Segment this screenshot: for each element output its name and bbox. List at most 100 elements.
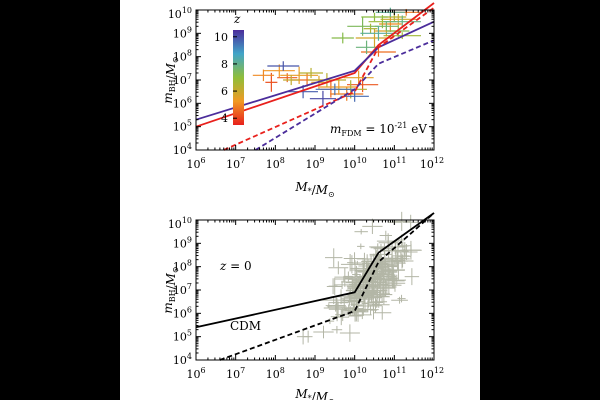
bottom-dashed-line <box>219 212 435 361</box>
redshift-annotation: z = 0 <box>219 259 252 273</box>
top-x-tick-label: 109 <box>305 156 324 171</box>
bottom-data-point <box>379 230 392 241</box>
bottom-data-point <box>339 324 360 342</box>
bottom-data-point <box>352 260 363 266</box>
top-data-point <box>267 61 300 71</box>
colorbar-ticks: 4 6 8 10 <box>214 31 237 125</box>
bottom-model-lines <box>195 212 435 361</box>
bottom-data-point <box>328 278 338 295</box>
top-data-point <box>355 40 378 55</box>
top-data-point <box>309 90 337 107</box>
cdm-line-label: CDM <box>230 319 261 333</box>
bottom-x-tick-label: 106 <box>186 366 205 381</box>
top-panel: 106 107 108 109 1010 1011 10121041051061071081… <box>161 2 444 199</box>
bottom-data-point <box>343 271 354 282</box>
bottom-data-point <box>369 290 390 303</box>
bottom-data-point <box>361 281 386 300</box>
bottom-data-point <box>347 253 354 272</box>
top-data-point <box>265 72 278 92</box>
top-x-tick-label: 106 <box>186 156 205 171</box>
bottom-data-point <box>371 303 383 308</box>
top-x-tick-label: 108 <box>266 156 285 171</box>
bottom-data-point <box>350 265 363 275</box>
figure: 106 107 108 109 1010 1011 1012 104 105 106 107 108 1… <box>120 0 480 400</box>
top-y-tick-label: 104 <box>173 142 192 157</box>
bottom-data-point <box>354 228 368 235</box>
figure-canvas: 106 107 108 109 1010 1011 10121041051061071081… <box>161 2 444 400</box>
bottom-data-points <box>296 211 422 345</box>
top-data-point <box>380 14 417 25</box>
bottom-x-tick-label: 108 <box>266 366 285 381</box>
top-x-tick-label: 107 <box>226 156 245 171</box>
bottom-y-axis-title: mBH/M⊙ <box>161 266 180 313</box>
top-data-point <box>361 12 388 22</box>
bottom-data-point <box>356 308 369 314</box>
bottom-data-point <box>356 252 373 266</box>
bottom-y-tick-label: 105 <box>173 329 192 344</box>
bottom-data-point <box>397 241 409 251</box>
top-model-lines <box>195 2 435 151</box>
bottom-y-tick-label: 106 <box>173 305 192 320</box>
top-x-tick-label: 1010 <box>343 156 367 171</box>
bottom-data-point <box>370 243 385 253</box>
bottom-data-point <box>373 278 397 296</box>
bottom-data-point <box>313 325 334 339</box>
top-data-point <box>383 15 421 28</box>
bottom-data-point <box>366 252 390 271</box>
top-colorbar: z 4 6 8 10 <box>214 12 244 125</box>
top-data-point <box>280 66 319 84</box>
bottom-panel: 106 107 108 109 1010 1011 10121041051061071081… <box>161 211 444 400</box>
top-data-point <box>315 83 354 96</box>
bottom-data-point <box>395 244 418 261</box>
colorbar-tick-label: 8 <box>221 58 228 71</box>
bottom-data-point <box>367 277 378 295</box>
bottom-data-point <box>362 218 383 235</box>
top-x-tick-label: 1011 <box>382 156 406 171</box>
bottom-data-point <box>350 295 358 315</box>
bottom-x-axis-title: M*/M⊙ <box>294 387 334 400</box>
fdm-mass-annotation: mFDM = 10-21 eV <box>330 121 427 138</box>
bottom-data-point <box>327 299 346 312</box>
bottom-data-point <box>373 292 382 304</box>
top-y-axis-title: mBH/M⊙ <box>161 56 180 103</box>
bottom-data-point <box>325 248 343 268</box>
bottom-data-point <box>389 271 397 283</box>
bottom-data-point <box>385 250 407 266</box>
colorbar-tick-label: 10 <box>214 31 228 44</box>
bottom-data-point <box>387 242 409 260</box>
bottom-data-point <box>397 294 406 303</box>
top-dashed-line <box>255 39 435 151</box>
top-data-point <box>319 79 358 95</box>
bottom-data-point <box>393 211 411 231</box>
top-data-point <box>252 69 275 82</box>
bottom-y-tick-label: 104 <box>173 352 192 367</box>
top-dashed-line <box>223 6 435 151</box>
bottom-data-point <box>397 248 411 264</box>
colorbar-gradient <box>233 30 244 125</box>
top-y-tick-label: 1010 <box>168 6 192 21</box>
bottom-data-point <box>372 275 394 295</box>
top-data-points <box>252 7 423 107</box>
bottom-data-point <box>382 267 397 277</box>
bottom-x-tick-label: 1011 <box>382 366 406 381</box>
bottom-data-point <box>373 305 392 320</box>
bottom-x-tick-label: 109 <box>305 366 324 381</box>
top-data-point <box>283 74 300 86</box>
bottom-data-point <box>331 325 343 334</box>
bottom-solid-line <box>195 212 435 329</box>
top-data-point <box>277 73 298 83</box>
colorbar-tick-label: 4 <box>221 112 228 125</box>
colorbar-title: z <box>233 12 241 26</box>
bottom-data-point <box>375 273 382 286</box>
top-data-point <box>343 70 374 85</box>
top-solid-line <box>195 20 435 121</box>
top-x-tick-label: 1012 <box>420 156 444 171</box>
top-data-point <box>347 16 378 36</box>
bottom-data-point <box>296 328 310 345</box>
bottom-data-point <box>404 268 420 286</box>
bottom-x-tick-label: 1012 <box>420 366 444 381</box>
bottom-data-point <box>369 300 378 320</box>
top-data-point <box>331 32 354 44</box>
bottom-data-point <box>391 296 408 304</box>
colorbar-tick-label: 6 <box>221 85 228 98</box>
